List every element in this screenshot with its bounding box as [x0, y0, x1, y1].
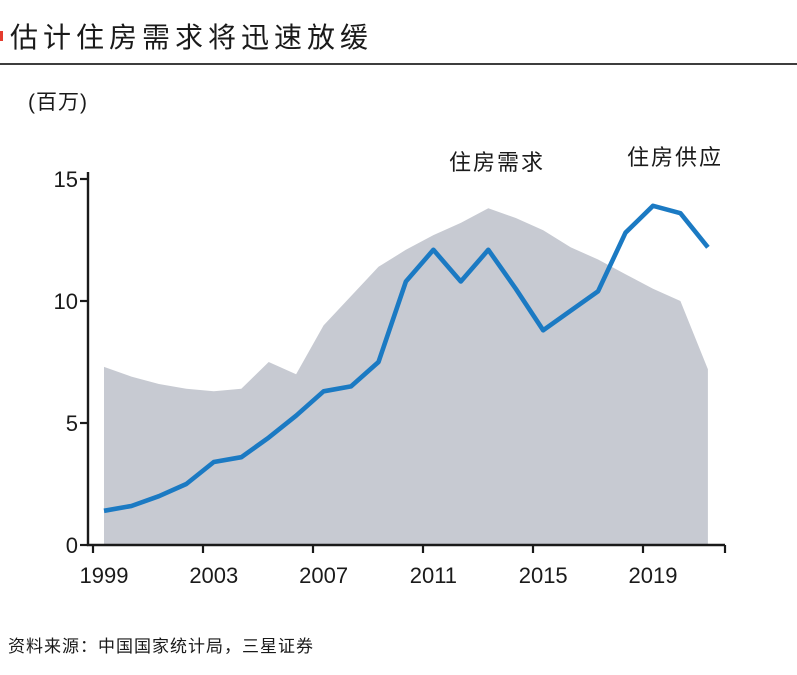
supply-area: [104, 208, 708, 546]
red-accent-mark: [0, 31, 3, 41]
y-tick-label: 10: [54, 289, 78, 314]
source-note: 资料来源：中国国家统计局，三星证券: [8, 637, 314, 656]
demand-line: [103, 203, 710, 514]
y-tick-label: 0: [66, 533, 78, 558]
x-tick-label: 2019: [629, 563, 678, 588]
x-tick-label: 2007: [299, 563, 348, 588]
series-label-supply: 住房供应: [627, 145, 724, 170]
page-title: 估计住房需求将迅速放缓: [10, 22, 374, 53]
x-tick-label: 2011: [410, 563, 457, 588]
title-divider: [0, 63, 797, 65]
x-tick-label: 1999: [80, 563, 129, 588]
x-tick-label: 2015: [519, 563, 568, 588]
series-label-demand: 住房需求: [449, 150, 546, 175]
y-tick-label: 5: [66, 411, 78, 436]
y-tick-label: 15: [54, 167, 78, 192]
x-tick-label: 2003: [189, 563, 238, 588]
y-axis-unit-label: (百万): [28, 91, 88, 114]
